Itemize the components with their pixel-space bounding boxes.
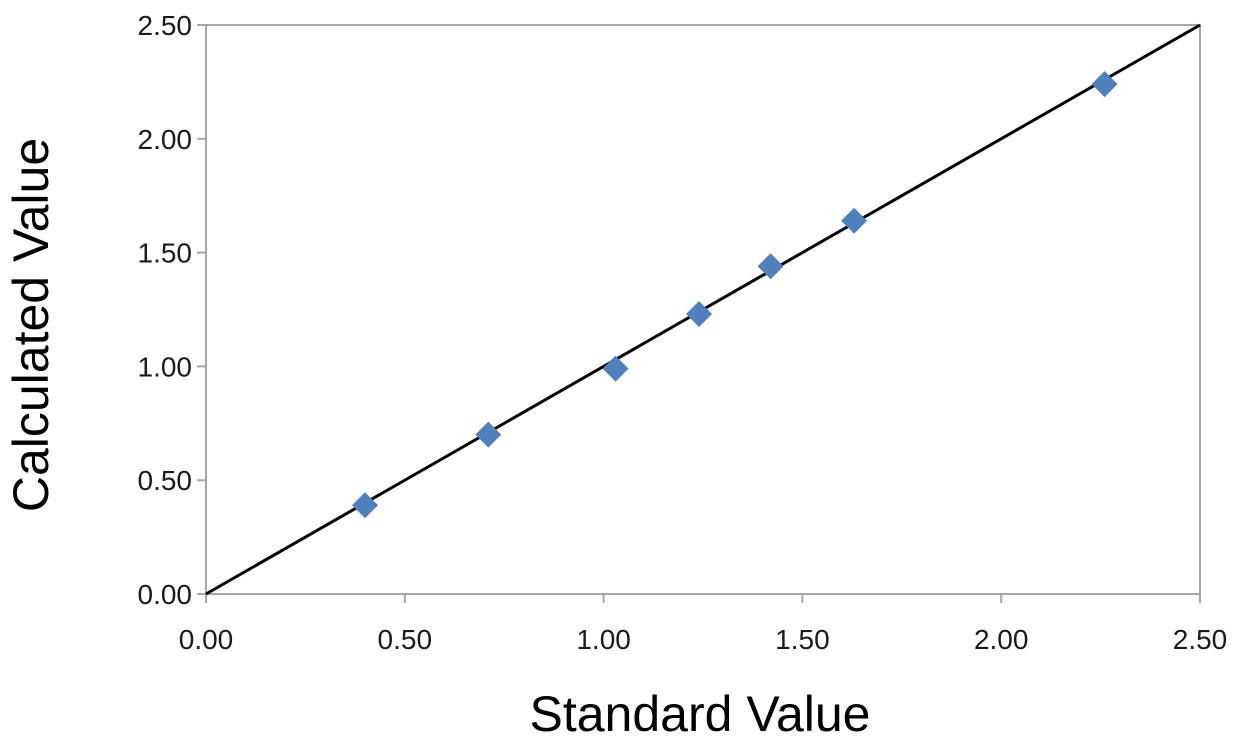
- data-point-marker: [841, 207, 868, 234]
- x-tick-label: 2.00: [974, 624, 1029, 655]
- data-point-marker: [352, 492, 379, 519]
- x-tick-label: 2.50: [1173, 624, 1228, 655]
- data-points: [352, 71, 1118, 519]
- x-axis: 0.00 0.50 1.00 1.50 2.00 2.50: [179, 594, 1228, 655]
- data-point-marker: [757, 253, 784, 280]
- y-tick-label: 1.50: [138, 238, 193, 269]
- y-axis: 0.00 0.50 1.00 1.50 2.00 2.50: [138, 10, 206, 610]
- data-point-marker: [686, 301, 713, 328]
- y-tick-label: 2.00: [138, 124, 193, 155]
- x-tick-label: 1.50: [775, 624, 830, 655]
- y-axis-title: Calculated Value: [3, 138, 59, 512]
- x-tick-label: 0.50: [378, 624, 433, 655]
- y-tick-label: 1.00: [138, 351, 193, 382]
- data-point-marker: [1091, 71, 1118, 98]
- x-axis-title: Standard Value: [530, 686, 871, 742]
- y-tick-label: 0.00: [138, 579, 193, 610]
- y-tick-label: 2.50: [138, 10, 193, 41]
- data-point-marker: [475, 421, 502, 448]
- x-tick-label: 0.00: [179, 624, 234, 655]
- y-tick-label: 0.50: [138, 465, 193, 496]
- data-point-marker: [602, 355, 629, 382]
- x-tick-label: 1.00: [576, 624, 631, 655]
- plot-area-frame: [205, 24, 1201, 595]
